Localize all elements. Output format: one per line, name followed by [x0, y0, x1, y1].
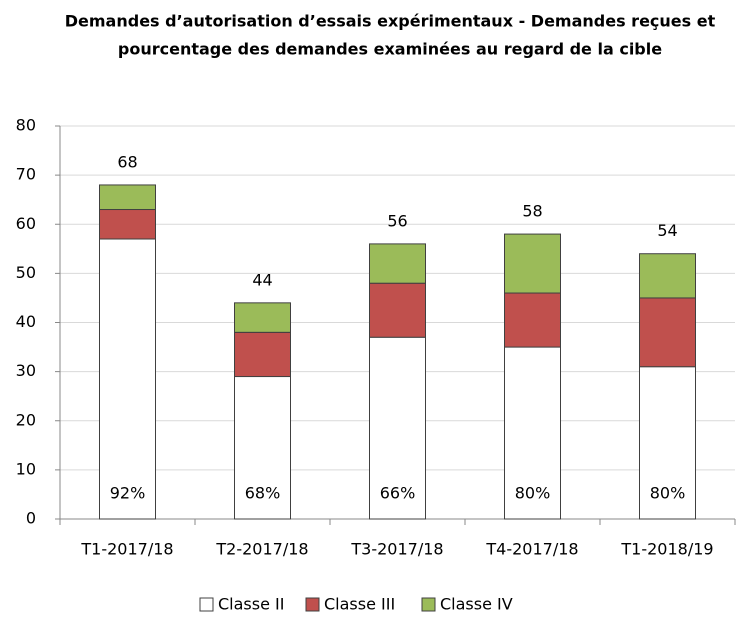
bar-segment — [99, 184, 156, 211]
x-tick-label: T4-2017/18 — [485, 540, 578, 559]
bar-annotation: 80% — [650, 484, 686, 503]
bar-segment — [639, 297, 696, 368]
total-label: 44 — [252, 270, 272, 289]
y-tick-label: 50 — [16, 263, 36, 282]
chart-title: Demandes d’autorisation d’essais expérim… — [65, 12, 716, 31]
x-tick-label: T3-2017/18 — [350, 540, 443, 559]
bar-segment — [234, 376, 291, 520]
x-tick-label: T2-2017/18 — [215, 540, 308, 559]
y-tick-label: 10 — [16, 459, 36, 478]
total-label: 58 — [522, 202, 542, 221]
y-tick-label: 20 — [16, 410, 36, 429]
bar-segment — [369, 282, 426, 338]
bar-segment — [504, 346, 561, 520]
legend-label: Classe II — [218, 595, 284, 614]
legend-label: Classe III — [324, 595, 395, 614]
y-tick-label: 60 — [16, 214, 36, 233]
total-label: 56 — [387, 211, 407, 230]
bar-segment — [99, 238, 156, 520]
bar-segment — [369, 336, 426, 520]
bar-segment — [234, 331, 291, 378]
bar-segment — [504, 292, 561, 348]
total-label: 54 — [657, 221, 677, 240]
legend-swatch — [421, 597, 436, 612]
x-tick-label: T1-2017/18 — [80, 540, 173, 559]
bar-annotation: 68% — [245, 484, 281, 503]
chart-title: pourcentage des demandes examinées au re… — [118, 40, 662, 59]
bar-segment — [639, 253, 696, 299]
bar-segment — [504, 233, 561, 294]
bar-segment — [99, 209, 156, 240]
legend-swatch — [305, 597, 320, 612]
y-tick-label: 0 — [26, 509, 36, 528]
y-tick-label: 40 — [16, 312, 36, 331]
bar-annotation: 66% — [380, 484, 416, 503]
legend-swatch — [199, 597, 214, 612]
y-tick-label: 80 — [16, 116, 36, 135]
y-tick-label: 30 — [16, 361, 36, 380]
total-label: 68 — [117, 152, 137, 171]
y-tick-label: 70 — [16, 165, 36, 184]
bar-segment — [639, 366, 696, 520]
x-tick-label: T1-2018/19 — [620, 540, 713, 559]
bar-annotation: 80% — [515, 484, 551, 503]
legend-label: Classe IV — [440, 595, 513, 614]
bar-segment — [369, 243, 426, 284]
bar-segment — [234, 302, 291, 333]
bar-annotation: 92% — [110, 484, 146, 503]
